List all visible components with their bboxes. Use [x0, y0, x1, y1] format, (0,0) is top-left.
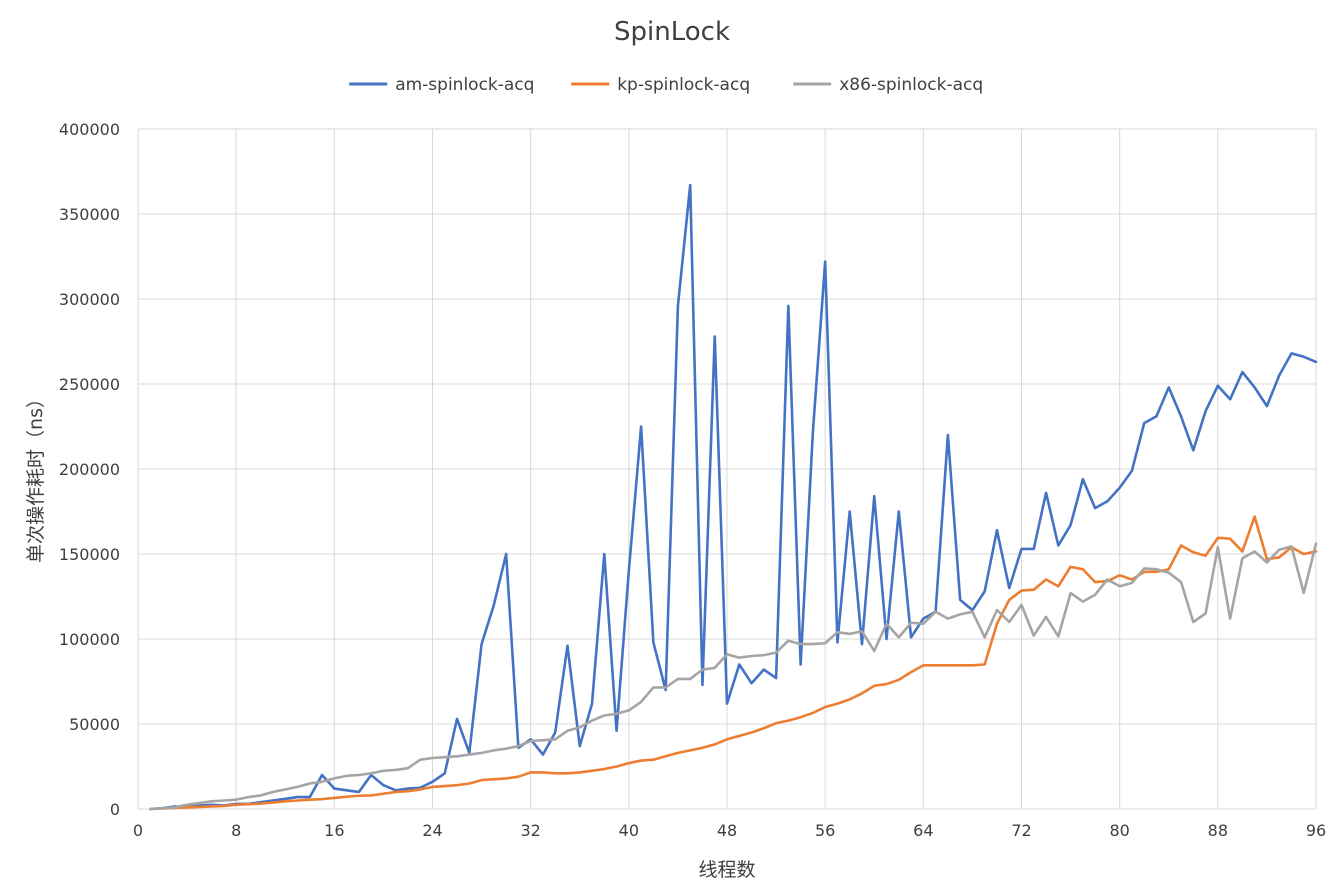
legend-label: kp-spinlock-acq	[617, 75, 750, 95]
series-lines	[148, 183, 1318, 811]
x-axis-label: 线程数	[698, 859, 755, 881]
y-tick-label: 0	[110, 800, 120, 819]
y-tick-label: 400000	[59, 120, 120, 139]
gridlines	[137, 128, 1317, 810]
x-tick-label: 0	[133, 821, 143, 840]
legend-label: x86-spinlock-acq	[839, 75, 983, 95]
x-tick-label: 80	[1109, 821, 1129, 840]
legend: am-spinlock-acq kp-spinlock-acq x86-spinlo…	[349, 75, 983, 95]
x-tick-label: 24	[422, 821, 442, 840]
legend-label: am-spinlock-acq	[395, 75, 534, 95]
x-tick-label: 96	[1306, 821, 1326, 840]
y-tick-label: 300000	[59, 290, 120, 309]
x-tick-label: 56	[815, 821, 835, 840]
x-tick-label: 40	[619, 821, 639, 840]
y-tick-label: 350000	[59, 205, 120, 224]
y-tick-label: 200000	[59, 460, 120, 479]
y-tick-label: 150000	[59, 545, 120, 564]
y-axis-ticks: 0 50000 100000 150000 200000 250000 300000 3500…	[59, 120, 120, 819]
x-tick-label: 88	[1208, 821, 1228, 840]
chart-title: SpinLock	[614, 17, 730, 47]
series-line-x86-spinlock-acq	[148, 542, 1318, 811]
y-tick-label: 50000	[69, 715, 120, 734]
x-tick-label: 48	[717, 821, 737, 840]
y-tick-label: 250000	[59, 375, 120, 394]
y-axis-label: 单次操作耗时（ns）	[25, 389, 47, 563]
x-tick-label: 32	[520, 821, 540, 840]
y-tick-label: 100000	[59, 630, 120, 649]
x-tick-label: 8	[231, 821, 241, 840]
x-tick-label: 16	[324, 821, 344, 840]
series-line-kp-spinlock-acq	[148, 515, 1318, 811]
x-tick-label: 64	[913, 821, 933, 840]
x-axis-ticks: 0 8 16 24 32 40 48 56 64 72 80 88 96	[133, 821, 1326, 840]
x-tick-label: 72	[1011, 821, 1031, 840]
series-line-am-spinlock-acq	[148, 183, 1318, 811]
